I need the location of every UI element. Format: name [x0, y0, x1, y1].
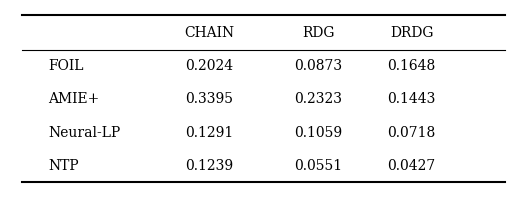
Text: 0.1291: 0.1291	[185, 126, 233, 140]
Text: 0.1648: 0.1648	[387, 59, 436, 73]
Text: 0.0427: 0.0427	[387, 159, 436, 173]
Text: 0.0873: 0.0873	[294, 59, 342, 73]
Text: AMIE+: AMIE+	[48, 92, 99, 106]
Text: RDG: RDG	[302, 26, 335, 40]
Text: 0.1239: 0.1239	[185, 159, 233, 173]
Text: 0.2024: 0.2024	[185, 59, 233, 73]
Text: 0.0551: 0.0551	[294, 159, 342, 173]
Text: DRDG: DRDG	[390, 26, 433, 40]
Text: Neural-LP: Neural-LP	[48, 126, 121, 140]
Text: 0.2323: 0.2323	[294, 92, 342, 106]
Text: FOIL: FOIL	[48, 59, 84, 73]
Text: 0.1059: 0.1059	[294, 126, 342, 140]
Text: CHAIN: CHAIN	[184, 26, 234, 40]
Text: NTP: NTP	[48, 159, 79, 173]
Text: 0.3395: 0.3395	[185, 92, 233, 106]
Text: 0.0718: 0.0718	[387, 126, 436, 140]
Text: 0.1443: 0.1443	[387, 92, 436, 106]
